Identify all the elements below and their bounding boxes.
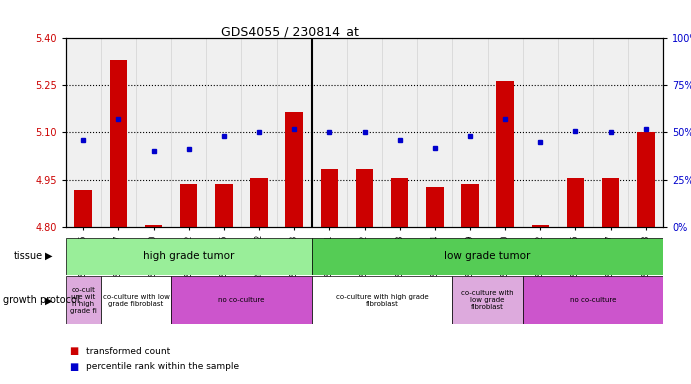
Text: ▶: ▶ — [45, 295, 53, 305]
Text: co-culture with low
grade fibroblast: co-culture with low grade fibroblast — [102, 294, 169, 307]
Bar — [66, 238, 312, 275]
Bar — [66, 276, 101, 324]
Text: ▶: ▶ — [45, 251, 53, 261]
Bar — [144, 225, 162, 227]
Bar — [180, 184, 198, 227]
Bar — [101, 276, 171, 324]
Bar — [522, 276, 663, 324]
Text: no co-culture: no co-culture — [570, 298, 616, 303]
Bar — [602, 178, 619, 227]
Bar — [215, 184, 233, 227]
Text: percentile rank within the sample: percentile rank within the sample — [86, 362, 240, 371]
Text: co-culture with
low grade
fibroblast: co-culture with low grade fibroblast — [462, 290, 514, 311]
Bar — [285, 112, 303, 227]
Bar — [637, 132, 654, 227]
Bar — [391, 178, 408, 227]
Text: low grade tumor: low grade tumor — [444, 251, 531, 262]
Text: growth protocol: growth protocol — [3, 295, 80, 305]
Bar — [496, 81, 514, 227]
Text: no co-culture: no co-culture — [218, 298, 265, 303]
Bar — [312, 276, 453, 324]
Bar — [321, 169, 338, 227]
Bar — [531, 225, 549, 227]
Bar — [110, 60, 127, 227]
Text: co-culture with high grade
fibroblast: co-culture with high grade fibroblast — [336, 294, 428, 307]
Text: tissue: tissue — [14, 251, 43, 261]
Bar — [356, 169, 373, 227]
Text: ■: ■ — [69, 362, 78, 372]
Bar — [426, 187, 444, 227]
Bar — [250, 178, 268, 227]
Text: high grade tumor: high grade tumor — [143, 251, 234, 262]
Bar — [75, 190, 92, 227]
Bar — [453, 276, 522, 324]
Bar — [461, 184, 479, 227]
Text: GDS4055 / 230814_at: GDS4055 / 230814_at — [221, 25, 359, 38]
Bar — [171, 276, 312, 324]
Bar — [567, 178, 585, 227]
Text: co-cult
ure wit
h high
grade fi: co-cult ure wit h high grade fi — [70, 287, 97, 314]
Text: ■: ■ — [69, 346, 78, 356]
Bar — [312, 238, 663, 275]
Text: transformed count: transformed count — [86, 347, 171, 356]
